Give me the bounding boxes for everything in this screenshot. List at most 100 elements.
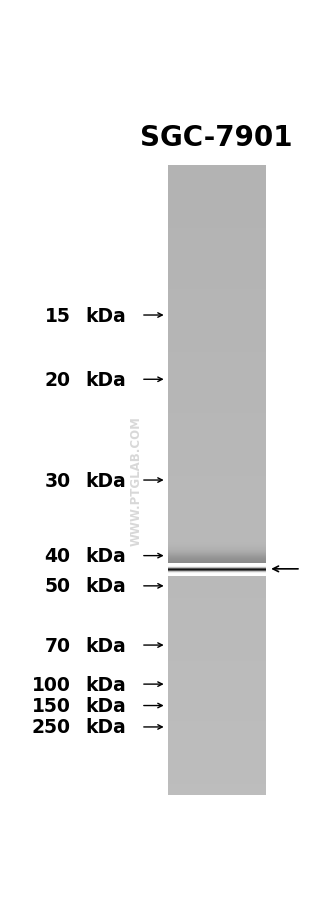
Bar	[168, 438, 266, 441]
Bar	[168, 437, 266, 438]
Bar	[168, 594, 266, 596]
Bar	[168, 529, 266, 531]
Bar	[168, 503, 266, 506]
Text: kDa: kDa	[85, 576, 126, 595]
Bar	[168, 345, 266, 346]
Bar	[168, 549, 266, 552]
Text: 50: 50	[45, 576, 71, 595]
Bar	[168, 609, 266, 611]
Bar	[168, 280, 266, 281]
Bar	[168, 753, 266, 755]
Bar	[168, 296, 266, 298]
Bar	[168, 677, 266, 680]
Bar	[168, 785, 266, 787]
Bar	[168, 764, 266, 766]
Bar	[168, 604, 266, 606]
Bar	[168, 187, 266, 189]
Bar	[168, 627, 266, 630]
Bar	[168, 465, 266, 468]
Bar	[168, 558, 266, 560]
Bar	[168, 430, 266, 432]
Bar	[168, 684, 266, 686]
Bar	[168, 508, 266, 510]
Bar	[168, 671, 266, 674]
Bar	[168, 407, 266, 410]
Text: 150: 150	[32, 696, 71, 715]
Bar	[168, 361, 266, 364]
Bar	[168, 546, 266, 548]
Bar	[168, 787, 266, 788]
Bar	[168, 411, 266, 413]
Bar	[168, 172, 266, 174]
Bar	[168, 606, 266, 609]
Bar	[168, 271, 266, 273]
Bar	[168, 522, 266, 525]
Bar	[168, 619, 266, 621]
Bar	[168, 443, 266, 445]
Bar	[168, 636, 266, 638]
Bar	[168, 519, 266, 520]
Bar	[168, 357, 266, 359]
Bar	[168, 780, 266, 783]
Bar	[168, 210, 266, 212]
Bar	[168, 451, 266, 453]
Bar	[168, 399, 266, 400]
Bar	[168, 793, 266, 795]
Bar	[168, 495, 266, 497]
Bar	[168, 304, 266, 307]
Bar	[168, 676, 266, 677]
Bar	[168, 631, 266, 633]
Bar	[168, 715, 266, 717]
Bar	[168, 413, 266, 416]
Bar	[168, 644, 266, 646]
Bar	[168, 552, 266, 554]
Text: kDa: kDa	[85, 371, 126, 390]
Bar	[168, 449, 266, 451]
Bar	[168, 445, 266, 447]
Bar	[168, 621, 266, 623]
Bar	[168, 179, 266, 180]
Bar	[168, 562, 266, 565]
Bar	[168, 680, 266, 682]
Bar	[168, 774, 266, 777]
Bar	[168, 191, 266, 193]
Bar	[168, 573, 266, 575]
Bar	[168, 667, 266, 669]
Bar	[168, 630, 266, 631]
Bar	[168, 655, 266, 657]
Bar	[168, 334, 266, 336]
Bar	[168, 397, 266, 399]
Bar	[168, 231, 266, 233]
Text: kDa: kDa	[85, 696, 126, 715]
Bar	[168, 758, 266, 759]
Bar	[168, 378, 266, 380]
Bar	[168, 533, 266, 535]
Bar	[168, 633, 266, 636]
Bar	[168, 556, 266, 558]
Bar	[168, 575, 266, 577]
Bar	[168, 711, 266, 713]
Bar	[168, 478, 266, 481]
Bar	[168, 369, 266, 372]
Bar	[168, 198, 266, 199]
Bar	[168, 739, 266, 741]
Bar	[168, 403, 266, 405]
Text: SGC-7901: SGC-7901	[140, 124, 293, 152]
Bar	[168, 481, 266, 483]
Bar	[168, 244, 266, 245]
Bar	[168, 388, 266, 391]
Bar	[168, 346, 266, 348]
Bar	[168, 214, 266, 216]
Bar	[168, 638, 266, 640]
Bar	[168, 435, 266, 437]
Bar	[168, 180, 266, 183]
Bar	[168, 652, 266, 655]
Bar	[168, 336, 266, 338]
Bar	[168, 242, 266, 244]
Bar	[168, 741, 266, 742]
Bar	[168, 531, 266, 533]
Bar	[168, 367, 266, 369]
Bar	[168, 262, 266, 264]
Bar	[168, 772, 266, 774]
Bar	[168, 302, 266, 304]
